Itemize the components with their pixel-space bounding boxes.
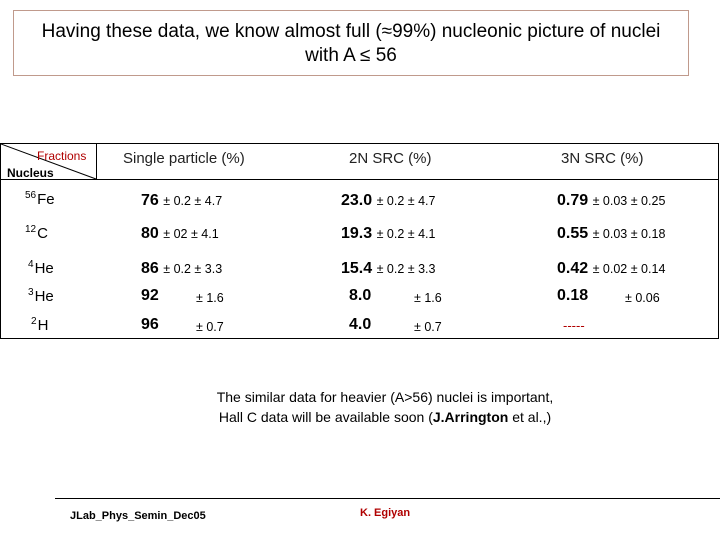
value: 23.0: [341, 192, 373, 209]
single-particle-value: 92: [141, 287, 159, 304]
note-text: The similar data for heavier (A>56) nucl…: [170, 387, 600, 427]
mass-number: 4: [28, 259, 34, 270]
errors: ± 0.2 ± 4.7: [163, 194, 223, 208]
value: 76: [141, 192, 159, 209]
title-line-1: Having these data, we know almost full (…: [41, 21, 661, 42]
note-line-1: The similar data for heavier (A>56) nucl…: [216, 389, 554, 405]
nucleus-label: 4He: [28, 259, 54, 277]
element-symbol: He: [34, 288, 54, 305]
header-divider: [1, 179, 718, 180]
src2-cell: 15.4 ± 0.2 ± 3.3: [341, 260, 436, 278]
mass-number: 56: [25, 190, 37, 201]
src3-cell: 0.42 ± 0.02 ± 0.14: [557, 260, 665, 278]
header-2n-src: 2N SRC (%): [349, 150, 432, 167]
note-line-2-prefix: Hall C data will be available soon (: [218, 409, 433, 425]
mass-number: 3: [28, 287, 34, 298]
title-line-2: with A ≤ 56: [305, 45, 397, 66]
element-symbol: He: [34, 260, 54, 277]
single-particle-errors: ± 0.7: [196, 320, 224, 334]
nucleus-label: 2H: [31, 316, 48, 334]
src2-cell: 23.0 ± 0.2 ± 4.7: [341, 192, 436, 210]
element-symbol: C: [37, 225, 48, 242]
src2-value: 4.0: [349, 316, 372, 333]
src3-errors: ± 0.06: [625, 291, 660, 305]
src3-value: 0.18: [557, 287, 589, 304]
value: 86: [141, 260, 159, 277]
errors: ± 0.2 ± 4.1: [376, 227, 436, 241]
errors: ± 0.02 ± 0.14: [592, 262, 666, 276]
single-particle-cell: 76 ± 0.2 ± 4.7: [141, 192, 222, 210]
note-line-2: Hall C data will be available soon (J.Ar…: [170, 407, 600, 427]
src2-cell: 19.3 ± 0.2 ± 4.1: [341, 225, 436, 243]
note-line-2-suffix: et al.,): [508, 409, 552, 425]
corner-fractions-label: Fractions: [37, 149, 87, 163]
single-particle-errors: ± 1.6: [196, 291, 224, 305]
single-particle-cell: 80 ± 02 ± 4.1: [141, 225, 219, 243]
errors: ± 0.03 ± 0.25: [592, 194, 666, 208]
src3-value: -----: [563, 318, 585, 333]
corner-nucleus-label: Nucleus: [7, 166, 54, 180]
single-particle-value: 96: [141, 316, 159, 333]
value: 0.42: [557, 260, 589, 277]
data-table: Fractions Nucleus Single particle (%) 2N…: [0, 143, 719, 339]
src2-errors: ± 1.6: [414, 291, 442, 305]
title-box: Having these data, we know almost full (…: [13, 10, 689, 76]
src3-cell: 0.55 ± 0.03 ± 0.18: [557, 225, 665, 243]
errors: ± 02 ± 4.1: [163, 227, 219, 241]
src2-value: 8.0: [349, 287, 372, 304]
single-particle-cell: 86 ± 0.2 ± 3.3: [141, 260, 222, 278]
errors: ± 0.2 ± 3.3: [163, 262, 223, 276]
note-author: J.Arrington: [432, 409, 509, 425]
header-single-particle: Single particle (%): [123, 150, 245, 167]
errors: ± 0.2 ± 4.7: [376, 194, 436, 208]
footer-divider: [55, 498, 720, 499]
errors: ± 0.2 ± 3.3: [376, 262, 436, 276]
footer-seminar-label: JLab_Phys_Semin_Dec05: [70, 510, 206, 522]
nucleus-label: 3He: [28, 287, 54, 305]
src3-cell: 0.79 ± 0.03 ± 0.25: [557, 192, 665, 210]
src2-errors: ± 0.7: [414, 320, 442, 334]
value: 15.4: [341, 260, 373, 277]
mass-number: 2: [31, 316, 37, 327]
column-divider: [96, 144, 97, 179]
value: 80: [141, 225, 159, 242]
nucleus-label: 56Fe: [25, 190, 55, 208]
value: 0.79: [557, 192, 589, 209]
errors: ± 0.03 ± 0.18: [592, 227, 666, 241]
value: 0.55: [557, 225, 589, 242]
mass-number: 12: [25, 224, 37, 235]
element-symbol: H: [37, 317, 49, 334]
header-3n-src: 3N SRC (%): [561, 150, 644, 167]
footer-author-label: K. Egiyan: [360, 507, 411, 519]
corner-diagonal: [1, 144, 97, 180]
nucleus-label: 12C: [25, 224, 48, 242]
element-symbol: Fe: [37, 191, 55, 208]
value: 19.3: [341, 225, 373, 242]
